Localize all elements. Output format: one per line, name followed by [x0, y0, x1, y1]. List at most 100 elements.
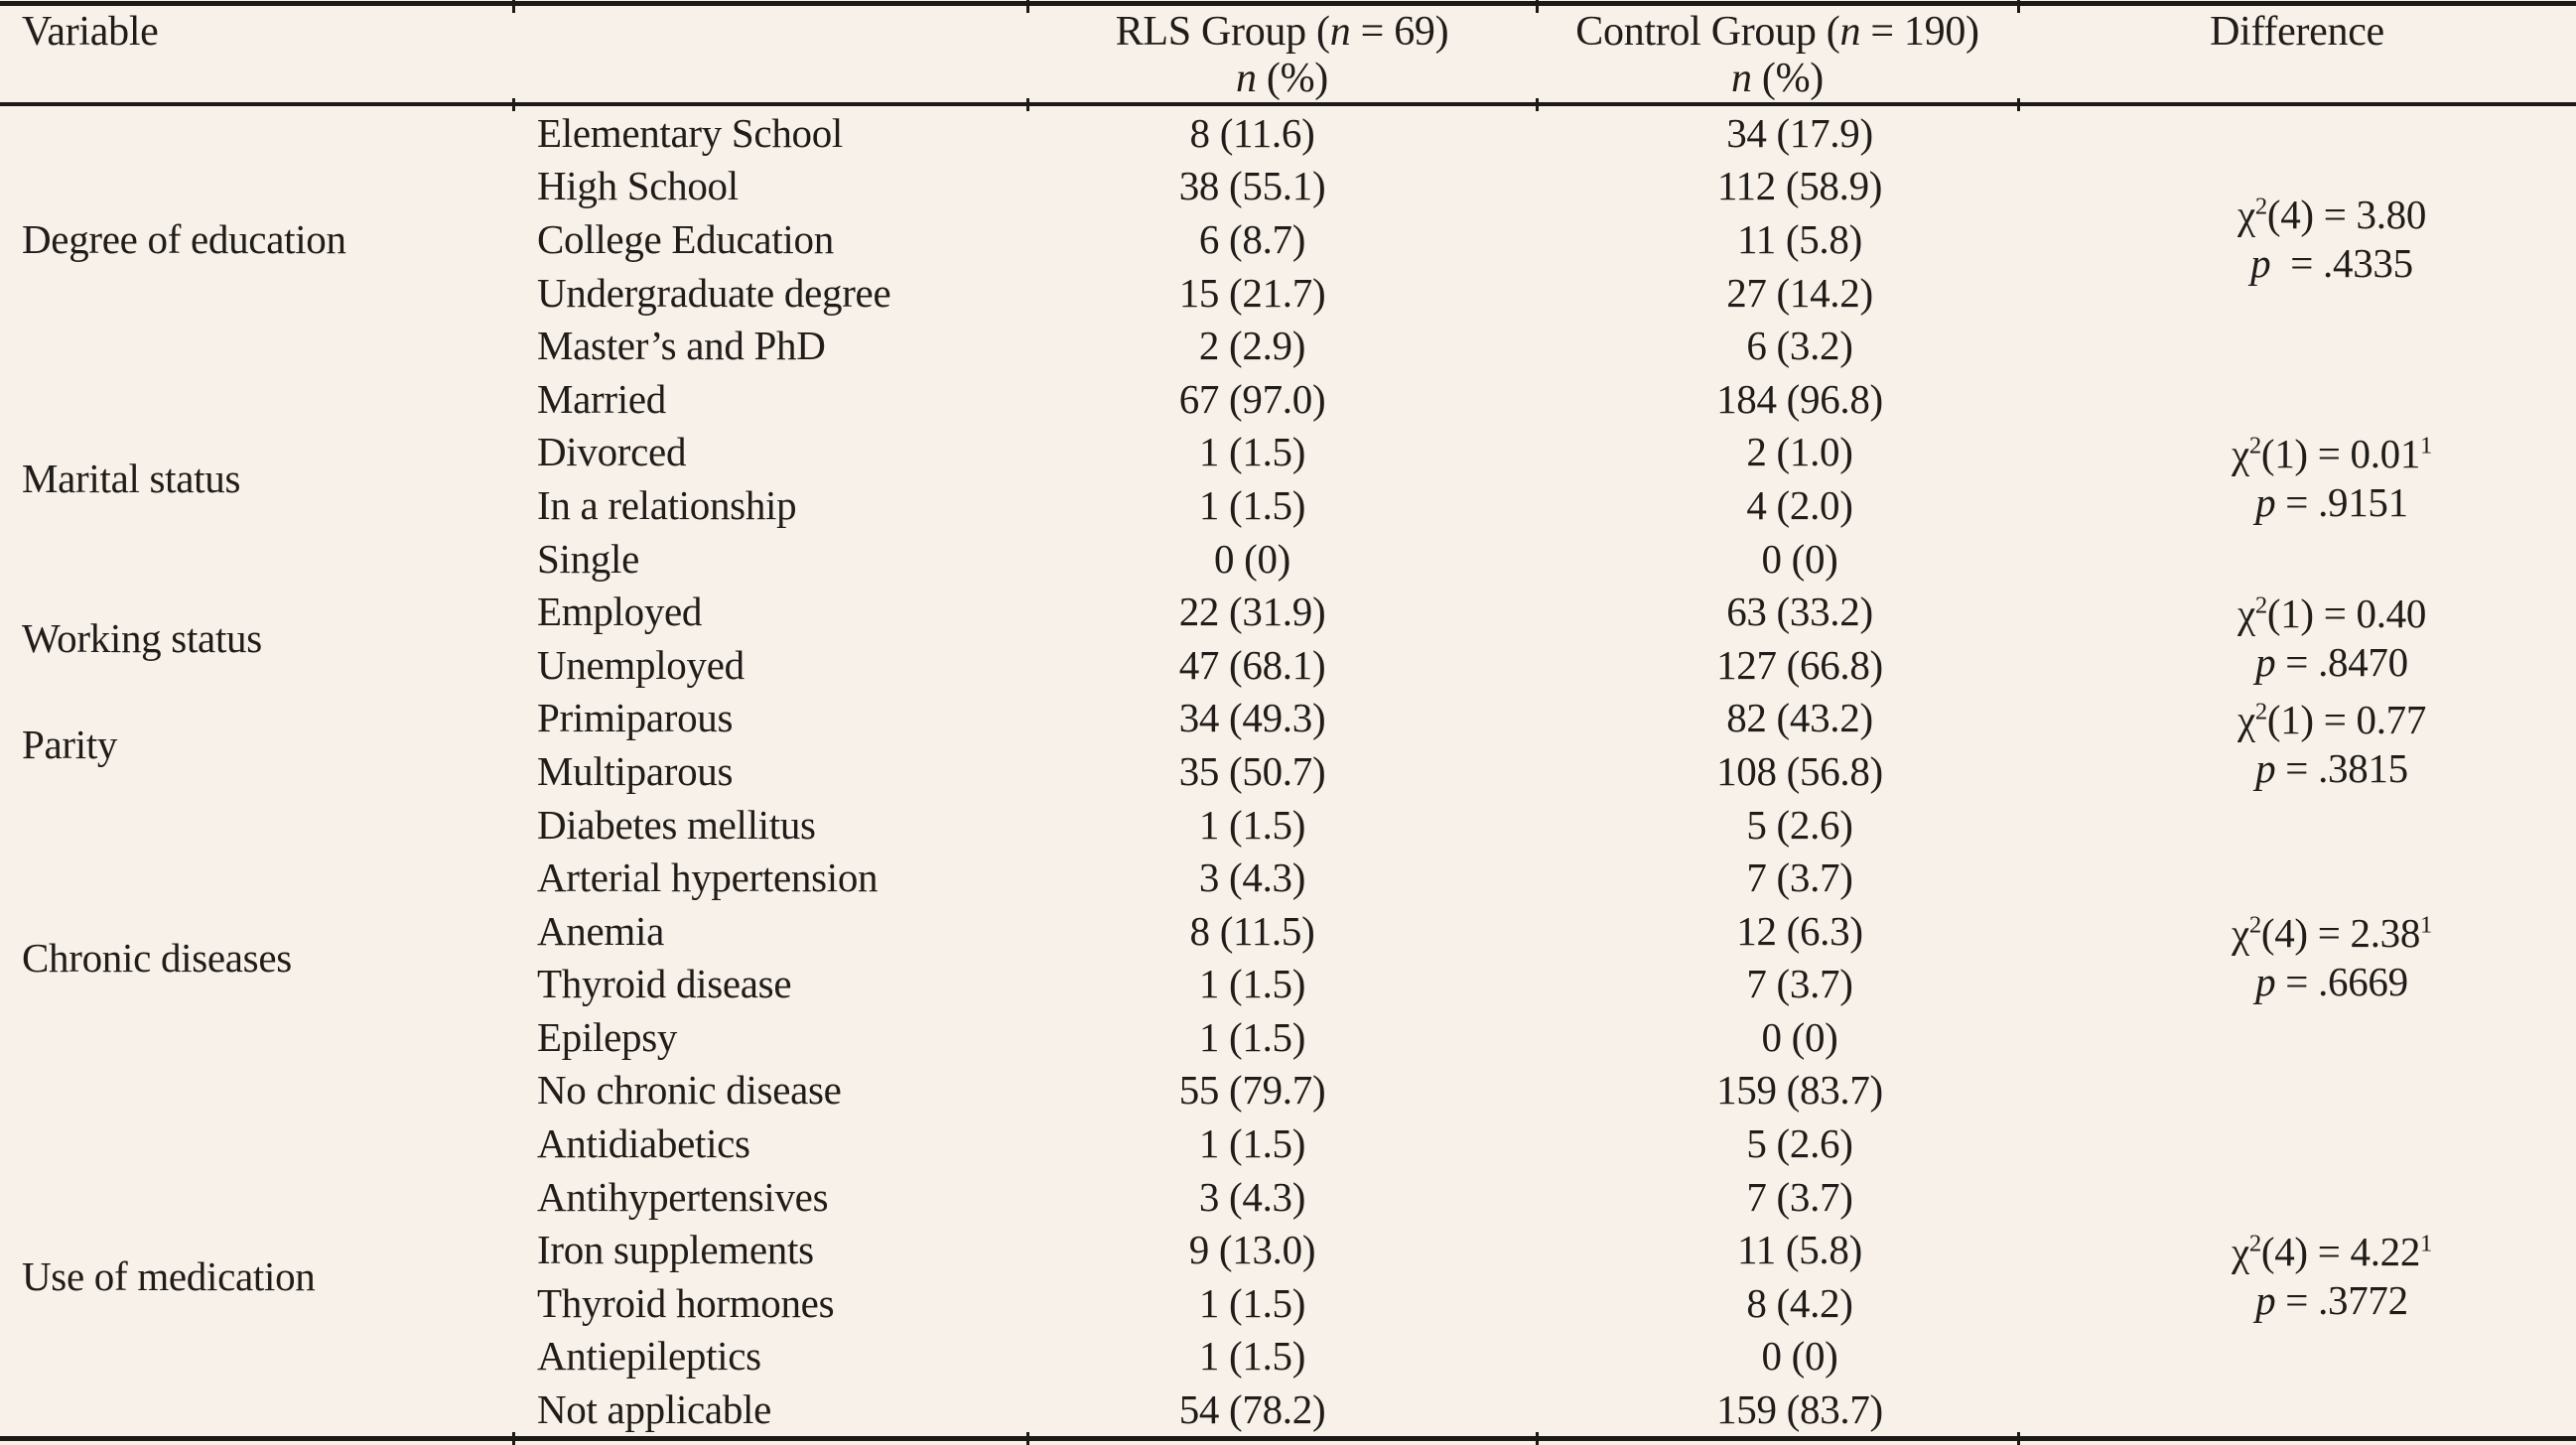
control-value: 2 (1.0)	[1746, 429, 1853, 475]
rls-value: 38 (55.1)	[1178, 163, 1326, 209]
category-label: Multiparous	[537, 747, 734, 794]
rls-value: 6 (8.7)	[1198, 215, 1306, 262]
chi-square-line: χ2(4) = 4.221	[2231, 1229, 2433, 1275]
variable-label: Marital status	[22, 456, 241, 502]
category-label: No chronic disease	[537, 1067, 842, 1114]
column-divider-tick	[2017, 0, 2020, 13]
category-label: Not applicable	[537, 1386, 772, 1433]
category-label: Antidiabetics	[537, 1120, 750, 1167]
header-difference-cell: Difference	[2018, 6, 2576, 102]
header-rls-title-post: = 69)	[1350, 9, 1449, 55]
category-label: College Education	[537, 215, 834, 262]
header-control-cell: Control Group (n = 190) n (%)	[1537, 6, 2018, 102]
column-divider-tick	[1026, 0, 1029, 13]
variable-label: Working status	[22, 614, 262, 661]
difference-stat: χ2(1) = 0.011 p = .9151	[2018, 372, 2576, 585]
control-value: 8 (4.2)	[1746, 1279, 1853, 1326]
p-value-line: p = .8470	[2255, 638, 2408, 685]
control-value: 127 (66.8)	[1716, 641, 1883, 688]
category-label: Anemia	[537, 907, 664, 954]
rls-value: 34 (49.3)	[1178, 695, 1326, 741]
column-divider-tick	[1536, 1432, 1539, 1445]
p-value-line: p = .3772	[2255, 1277, 2408, 1324]
category-label: Undergraduate degree	[537, 269, 891, 316]
control-value: 11 (5.8)	[1737, 1227, 1862, 1273]
chi-square-line: χ2(4) = 3.80	[2237, 191, 2427, 237]
header-control-n-pct: n (%)	[1731, 56, 1824, 102]
header-control-title-n: n	[1839, 9, 1861, 55]
control-value: 6 (3.2)	[1746, 323, 1853, 369]
p-value-line: p = .9151	[2255, 479, 2408, 526]
category-label: Iron supplements	[537, 1227, 814, 1273]
category-label: Unemployed	[537, 641, 745, 688]
rls-value: 1 (1.5)	[1198, 801, 1306, 848]
category-label: In a relationship	[537, 481, 797, 528]
rls-value: 1 (1.5)	[1198, 1333, 1306, 1379]
header-rls-title-n: n	[1329, 9, 1351, 55]
rls-value: 9 (13.0)	[1188, 1227, 1316, 1273]
header-variable-cell: Variable	[0, 6, 513, 102]
control-value: 0 (0)	[1761, 1333, 1838, 1379]
rls-value: 22 (31.9)	[1178, 589, 1326, 635]
column-divider-tick	[512, 0, 515, 13]
category-label: Thyroid disease	[537, 961, 792, 1007]
control-value: 12 (6.3)	[1736, 907, 1863, 954]
category-label: Elementary School	[537, 109, 844, 156]
control-value: 63 (33.2)	[1726, 589, 1873, 635]
control-value: 27 (14.2)	[1726, 269, 1873, 316]
header-rls-group-label: RLS Group (n = 69)	[1116, 6, 1449, 59]
column-divider-tick	[2017, 98, 2020, 111]
table-top-rule	[0, 1, 2576, 6]
header-rls-cell: RLS Group (n = 69) n (%)	[1027, 6, 1537, 102]
difference-stat: χ2(1) = 0.40 p = .8470	[2018, 585, 2576, 691]
control-value: 34 (17.9)	[1726, 109, 1873, 156]
p-value-line: p = .4335	[2250, 239, 2413, 286]
header-variable-label: Variable	[22, 9, 159, 55]
rls-value: 15 (21.7)	[1178, 269, 1326, 316]
column-divider-tick	[512, 1432, 515, 1445]
header-rls-title-pre: RLS Group (	[1115, 9, 1330, 55]
header-rls-n-pct: n (%)	[1236, 56, 1328, 102]
control-value: 7 (3.7)	[1746, 1173, 1853, 1220]
header-control-title-pre: Control Group (	[1575, 9, 1840, 55]
variable-label: Degree of education	[22, 215, 346, 262]
header-rls-sub-post: (%)	[1256, 56, 1328, 101]
control-value: 0 (0)	[1761, 1013, 1838, 1060]
difference-stat: χ2(4) = 4.221 p = .3772	[2018, 1117, 2576, 1436]
column-divider-tick	[1026, 1432, 1029, 1445]
category-label: Single	[537, 535, 639, 582]
difference-stat: χ2(1) = 0.77 p = .3815	[2018, 692, 2576, 798]
column-divider-tick	[2017, 1432, 2020, 1445]
variable-label: Chronic diseases	[22, 934, 292, 981]
table-body: Degree of education Elementary School 8 (1…	[0, 106, 2576, 1436]
control-value: 184 (96.8)	[1716, 375, 1883, 422]
control-value: 11 (5.8)	[1737, 215, 1862, 262]
category-label: Epilepsy	[537, 1013, 678, 1060]
rls-value: 0 (0)	[1213, 535, 1291, 582]
category-label: Antiepileptics	[537, 1333, 761, 1379]
category-label: Master’s and PhD	[537, 323, 826, 369]
column-divider-tick	[1026, 98, 1029, 111]
header-control-group-label: Control Group (n = 190)	[1575, 6, 1979, 59]
control-value: 4 (2.0)	[1746, 481, 1853, 528]
rls-value: 8 (11.5)	[1189, 907, 1315, 954]
column-divider-tick	[512, 98, 515, 111]
control-value: 108 (56.8)	[1716, 747, 1883, 794]
rls-value: 1 (1.5)	[1198, 481, 1306, 528]
category-label: Primiparous	[537, 695, 734, 741]
variable-label: Parity	[22, 722, 118, 768]
rls-value: 35 (50.7)	[1178, 747, 1326, 794]
header-control-sub-post: (%)	[1751, 56, 1824, 101]
column-divider-tick	[1536, 0, 1539, 13]
category-label: Employed	[537, 589, 703, 635]
rls-value: 2 (2.9)	[1198, 323, 1306, 369]
control-value: 159 (83.7)	[1716, 1386, 1883, 1433]
control-value: 5 (2.6)	[1746, 801, 1853, 848]
difference-stat: χ2(4) = 2.381 p = .6669	[2018, 798, 2576, 1117]
rls-value: 8 (11.6)	[1189, 109, 1315, 156]
rls-value: 54 (78.2)	[1178, 1386, 1326, 1433]
chi-square-line: χ2(4) = 2.381	[2231, 909, 2433, 956]
rls-value: 3 (4.3)	[1198, 1173, 1306, 1220]
control-value: 112 (58.9)	[1716, 163, 1883, 209]
